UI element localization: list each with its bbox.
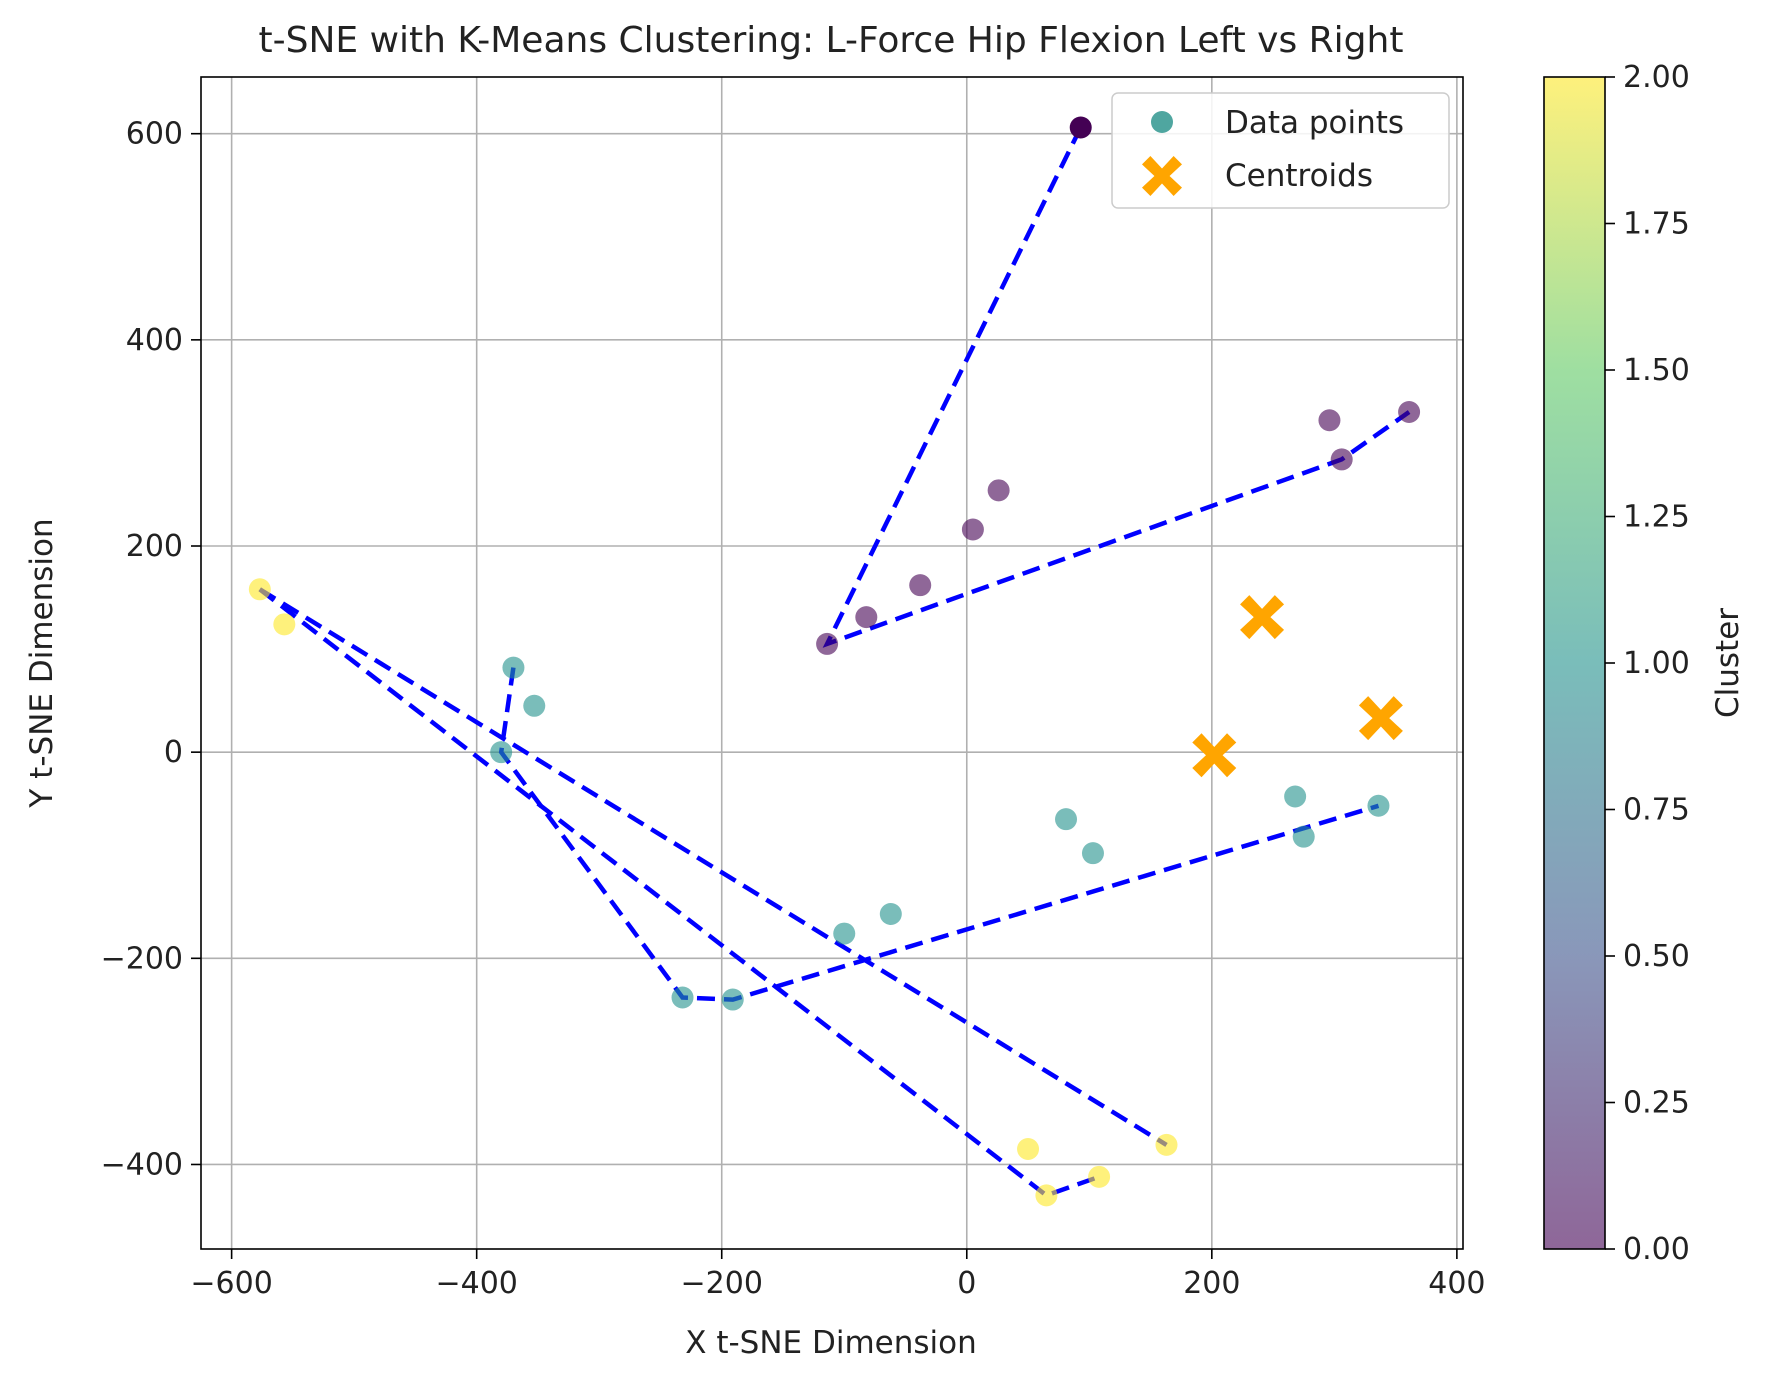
y-tick-label: 400 [126,323,183,358]
plot-layer [248,116,1421,1207]
colorbar-gradient [1544,77,1605,1249]
centroid-marker [1240,595,1285,640]
tick-layer: −600 −400 −200 0 200 400 −400 −200 0 200 400 600 [101,117,1486,1301]
colorbar-label: Cluster [1710,608,1746,718]
data-point [1088,1165,1111,1188]
data-point [1055,808,1078,831]
data-point [273,613,296,636]
data-point [1081,842,1104,865]
y-tick-label: −400 [101,1147,183,1182]
data-point [248,578,271,601]
y-tick-label: 0 [164,735,183,770]
legend-label-data-points: Data points [1225,105,1404,141]
centroid-layer [1192,595,1403,778]
data-point [1155,1133,1178,1156]
point-layer [248,116,1421,1207]
legend: Data points Centroids [1111,92,1450,209]
colorbar-tick-label: 1.00 [1623,646,1690,681]
x-tick-label: 400 [1428,1266,1485,1301]
data-point [816,632,839,655]
y-tick-label: −200 [101,941,183,976]
colorbar-tick-label: 0.75 [1623,793,1690,828]
colorbar-tick-label: 0.00 [1623,1232,1690,1267]
grid-layer [201,77,1463,1249]
data-point [490,741,513,764]
centroid-marker [1358,696,1403,741]
colorbar-tick-label: 1.50 [1623,353,1690,388]
colorbar-tick-label: 0.25 [1623,1086,1690,1121]
legend-marker-data-points [1151,111,1173,133]
x-tick-label: −600 [190,1266,272,1301]
data-point [879,902,902,925]
data-point [502,656,525,679]
x-tick-label: 200 [1183,1266,1240,1301]
legend-label-centroids: Centroids [1225,158,1373,194]
data-point [671,986,694,1009]
legend-marker-centroids [1142,156,1182,196]
colorbar-tick-label: 1.75 [1623,207,1690,242]
data-point [1292,825,1315,848]
y-tick-label: 600 [126,117,183,152]
centroid-marker [1192,733,1237,778]
data-point [523,694,546,717]
data-point [987,479,1010,502]
data-point [909,574,932,597]
x-axis-label: X t-SNE Dimension [685,1325,977,1361]
data-point [1398,401,1421,424]
data-point [1069,116,1092,139]
data-point [721,988,744,1011]
data-point [961,518,984,541]
colorbar-ticks: 0.00 0.25 0.50 0.75 1.00 1.25 1.50 1.75 2.00 [1605,60,1690,1267]
colorbar: 0.00 0.25 0.50 0.75 1.00 1.25 1.50 1.75 2.00 Clu… [1543,60,1746,1267]
data-point [1035,1184,1058,1207]
data-point [1318,409,1341,432]
data-point [1017,1138,1040,1161]
data-point [1284,785,1307,808]
legend-box [1111,92,1450,209]
plot-frame [200,76,1464,1250]
cluster-path [258,587,1100,1198]
x-tick-label: 0 [957,1266,976,1301]
colorbar-tick-label: 1.25 [1623,500,1690,535]
colorbar-tick-label: 0.50 [1623,939,1690,974]
x-tick-label: −400 [435,1266,517,1301]
y-axis-label: Y t-SNE Dimension [24,518,60,808]
legend-centroid-x [1142,156,1182,196]
data-point [855,606,878,629]
y-tick-label: 200 [126,529,183,564]
data-point [833,922,856,945]
chart-title: t-SNE with K-Means Clustering: L-Force H… [259,20,1404,61]
data-point [1330,448,1353,471]
data-point [1367,794,1390,817]
colorbar-tick-label: 2.00 [1623,60,1690,95]
cluster-path [822,126,1411,648]
cluster-path [258,587,1168,1147]
x-tick-label: −200 [681,1266,763,1301]
